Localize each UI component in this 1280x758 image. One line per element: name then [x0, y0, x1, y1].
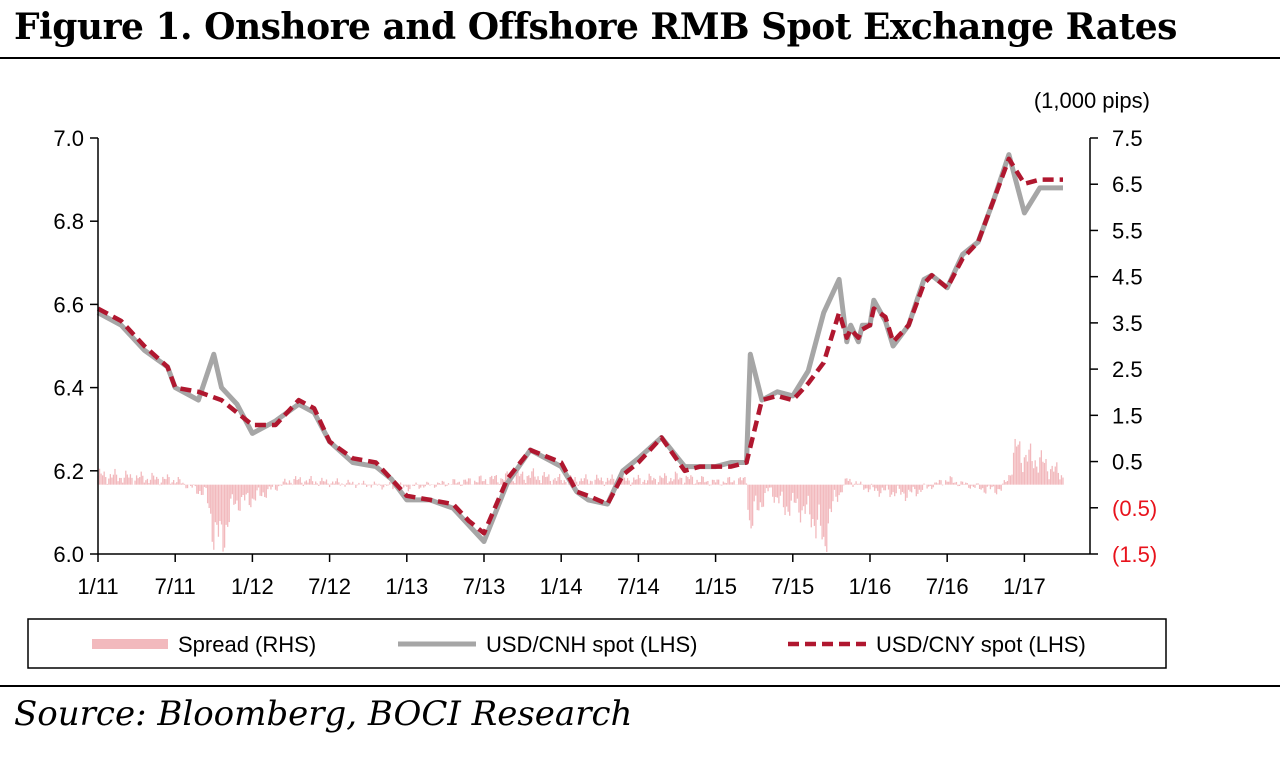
right-tick-label: 3.5	[1112, 311, 1143, 336]
legend-box	[27, 618, 1167, 669]
right-tick-label: (1.5)	[1112, 542, 1157, 567]
usd-cny-line	[96, 156, 1063, 536]
right-tick-label: 1.5	[1112, 403, 1143, 428]
right-tick-label: (0.5)	[1112, 496, 1157, 521]
usd-cnh-line	[96, 152, 1063, 544]
axes	[90, 137, 1098, 562]
x-tick-label: 7/14	[617, 574, 660, 599]
legend-cnh-label: USD/CNH spot (LHS)	[486, 632, 697, 657]
title-rule	[0, 57, 1280, 59]
x-tick-label: 1/16	[849, 574, 892, 599]
left-tick-label: 6.0	[53, 542, 84, 567]
left-tick-label: 6.6	[53, 292, 84, 317]
x-tick-label: 7/13	[463, 574, 506, 599]
x-tick-label: 1/11	[77, 574, 118, 599]
right-tick-label: 0.5	[1112, 450, 1143, 475]
right-axis-unit: (1,000 pips)	[1034, 88, 1150, 113]
x-tick-label: 7/16	[926, 574, 969, 599]
legend-spread-swatch	[92, 639, 168, 649]
footer-rule	[0, 685, 1280, 687]
legend-spread-label: Spread (RHS)	[178, 632, 316, 657]
left-tick-label: 6.2	[53, 459, 84, 484]
legend-cny-label: USD/CNY spot (LHS)	[876, 632, 1086, 657]
x-tick-label: 1/17	[1003, 574, 1046, 599]
source-note: Source: Bloomberg, BOCI Research	[14, 694, 633, 734]
x-tick-label: 1/14	[540, 574, 583, 599]
tick-labels: 6.0 6.2 6.4 6.6 6.8 7.0 (1.5) (0.5) 0.5 1.5 2.5 3.5…	[53, 126, 1157, 599]
x-tick-label: 1/12	[231, 574, 274, 599]
right-tick-label: 5.5	[1112, 218, 1143, 243]
left-tick-label: 7.0	[53, 126, 84, 151]
x-tick-label: 7/12	[308, 574, 351, 599]
x-tick-label: 7/15	[771, 574, 814, 599]
spread-series	[97, 438, 1064, 553]
left-tick-label: 6.8	[53, 209, 84, 234]
x-tick-label: 1/15	[694, 574, 737, 599]
x-tick-label: 7/11	[155, 574, 196, 599]
legend: Spread (RHS) USD/CNH spot (LHS) USD/CNY …	[27, 618, 1167, 669]
right-tick-label: 4.5	[1112, 265, 1143, 290]
right-tick-label: 2.5	[1112, 357, 1143, 382]
chart: 6.0 6.2 6.4 6.6 6.8 7.0 (1.5) (0.5) 0.5 1.5 2.5 3.5…	[27, 88, 1167, 669]
x-tick-label: 1/13	[385, 574, 428, 599]
left-tick-label: 6.4	[53, 376, 84, 401]
right-tick-label: 7.5	[1112, 126, 1143, 151]
figure-title: Figure 1. Onshore and Offshore RMB Spot …	[14, 6, 1177, 48]
right-tick-label: 6.5	[1112, 172, 1143, 197]
